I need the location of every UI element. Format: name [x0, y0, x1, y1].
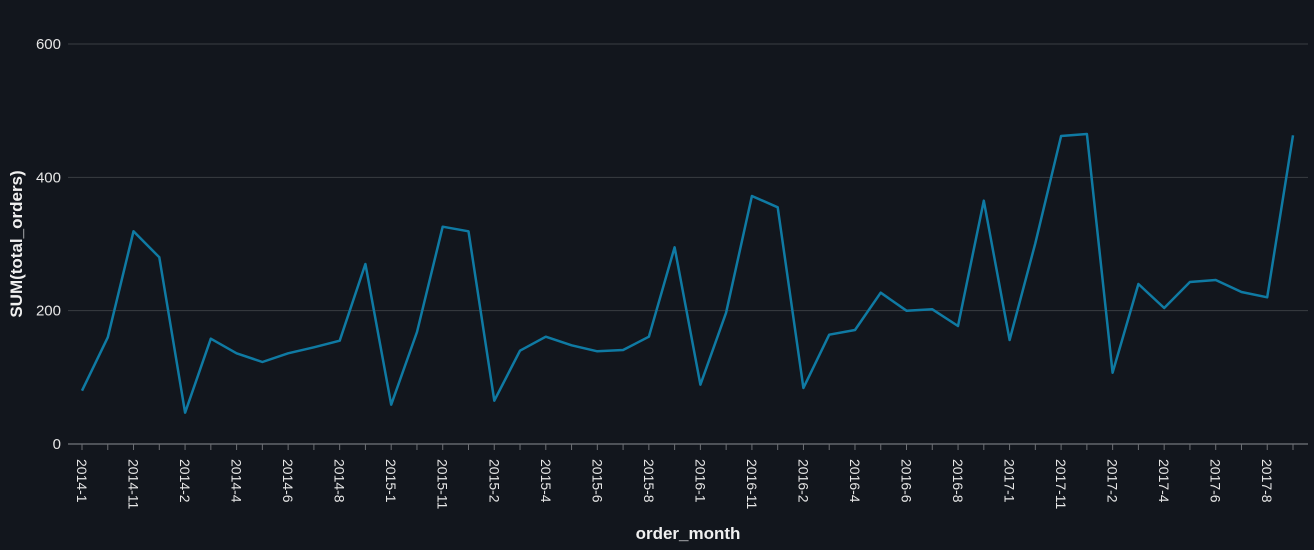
x-tick-label: 2015-2 — [486, 459, 502, 503]
data-point[interactable] — [414, 329, 420, 335]
series-layer — [79, 131, 1296, 416]
data-point[interactable] — [697, 382, 703, 388]
x-tick-label: 2016-6 — [899, 459, 915, 503]
y-axis-title: SUM(total_orders) — [7, 170, 26, 317]
x-tick-label: 2014-6 — [280, 459, 296, 503]
data-point[interactable] — [594, 348, 600, 354]
data-point[interactable] — [1161, 305, 1167, 311]
y-tick-label: 400 — [36, 169, 61, 186]
x-tick-label: 2014-2 — [177, 459, 193, 503]
x-tick-label: 2016-8 — [950, 459, 966, 503]
data-point[interactable] — [800, 385, 806, 391]
data-point[interactable] — [904, 308, 910, 314]
x-tick-label: 2017-8 — [1259, 459, 1275, 503]
data-point[interactable] — [775, 204, 781, 210]
x-tick-label: 2015-4 — [538, 459, 554, 503]
x-tick-label: 2017-2 — [1105, 459, 1121, 503]
data-point[interactable] — [259, 359, 265, 365]
y-axis-ticks: 0 200 400 600 — [36, 36, 61, 453]
data-point[interactable] — [285, 350, 291, 356]
data-point[interactable] — [749, 193, 755, 199]
gridlines — [68, 43, 1308, 445]
data-point[interactable] — [1213, 277, 1219, 283]
x-tick-label: 2014-4 — [229, 459, 245, 503]
data-point[interactable] — [672, 244, 678, 250]
x-tick-label: 2017-11 — [1053, 459, 1069, 510]
x-tick-label: 2016-1 — [692, 459, 708, 503]
data-point[interactable] — [465, 228, 471, 234]
data-point[interactable] — [362, 261, 368, 267]
x-tick-label: 2017-4 — [1156, 459, 1172, 503]
data-point[interactable] — [156, 254, 162, 260]
data-point[interactable] — [1007, 337, 1013, 343]
data-point[interactable] — [1084, 131, 1090, 137]
data-point[interactable] — [826, 332, 832, 338]
x-tick-label: 2017-6 — [1208, 459, 1224, 503]
data-point[interactable] — [981, 198, 987, 204]
data-point[interactable] — [878, 290, 884, 296]
data-point[interactable] — [311, 344, 317, 350]
data-point[interactable] — [1032, 240, 1038, 246]
y-tick-label: 600 — [36, 36, 61, 53]
data-point[interactable] — [1110, 370, 1116, 376]
x-tick-label: 2016-2 — [795, 459, 811, 503]
data-point[interactable] — [337, 338, 343, 344]
data-point[interactable] — [543, 334, 549, 340]
data-point[interactable] — [723, 310, 729, 316]
data-point[interactable] — [1264, 294, 1270, 300]
x-axis-ticks: 2014-1 2014-11 2014-2 2014-4 2014-6 2014-8 201… — [74, 444, 1294, 510]
x-tick-label: 2014-1 — [74, 459, 90, 503]
data-point[interactable] — [852, 327, 858, 333]
data-point[interactable] — [1187, 279, 1193, 285]
data-point[interactable] — [620, 347, 626, 353]
data-point[interactable] — [182, 410, 188, 416]
x-tick-label: 2015-11 — [435, 459, 451, 510]
data-point[interactable] — [208, 336, 214, 342]
x-tick-label: 2017-1 — [1002, 459, 1018, 503]
series-line — [80, 132, 1295, 414]
data-point[interactable] — [517, 348, 523, 354]
data-point[interactable] — [1238, 289, 1244, 295]
data-point[interactable] — [105, 334, 111, 340]
data-point[interactable] — [955, 323, 961, 329]
y-tick-label: 200 — [36, 303, 61, 320]
data-point[interactable] — [234, 350, 240, 356]
x-axis-title: order_month — [636, 524, 741, 543]
data-point[interactable] — [131, 228, 137, 234]
x-tick-label: 2016-11 — [744, 459, 760, 510]
x-tick-label: 2015-8 — [641, 459, 657, 503]
x-tick-label: 2015-6 — [589, 459, 605, 503]
data-point[interactable] — [1058, 133, 1064, 139]
x-tick-label: 2014-11 — [126, 459, 142, 510]
y-tick-label: 0 — [53, 436, 61, 453]
data-point[interactable] — [440, 224, 446, 230]
data-point[interactable] — [491, 398, 497, 404]
data-point[interactable] — [79, 388, 85, 394]
data-point[interactable] — [646, 334, 652, 340]
data-point[interactable] — [929, 306, 935, 312]
data-point[interactable] — [569, 342, 575, 348]
data-point[interactable] — [388, 402, 394, 408]
data-point[interactable] — [1135, 281, 1141, 287]
x-tick-label: 2016-4 — [847, 459, 863, 503]
data-point[interactable] — [1290, 132, 1296, 138]
x-tick-label: 2014-8 — [332, 459, 348, 503]
x-tick-label: 2015-1 — [383, 459, 399, 503]
